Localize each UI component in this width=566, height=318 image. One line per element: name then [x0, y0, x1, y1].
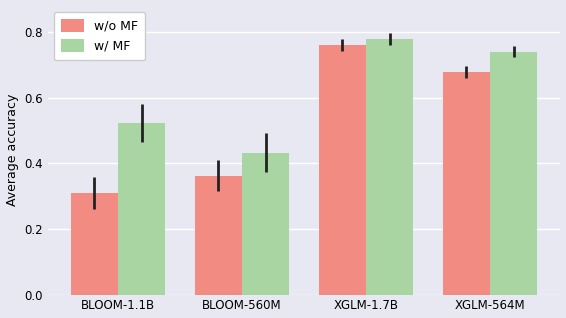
Y-axis label: Average accuracy: Average accuracy [6, 94, 19, 206]
Bar [195, 176, 242, 294]
Bar [443, 72, 490, 294]
Bar [118, 123, 165, 294]
Bar [366, 39, 413, 294]
Legend: w/o MF, w/ MF: w/o MF, w/ MF [54, 12, 145, 60]
Bar [319, 45, 366, 294]
Bar [490, 52, 537, 294]
Bar [242, 153, 289, 294]
Bar [71, 193, 118, 294]
